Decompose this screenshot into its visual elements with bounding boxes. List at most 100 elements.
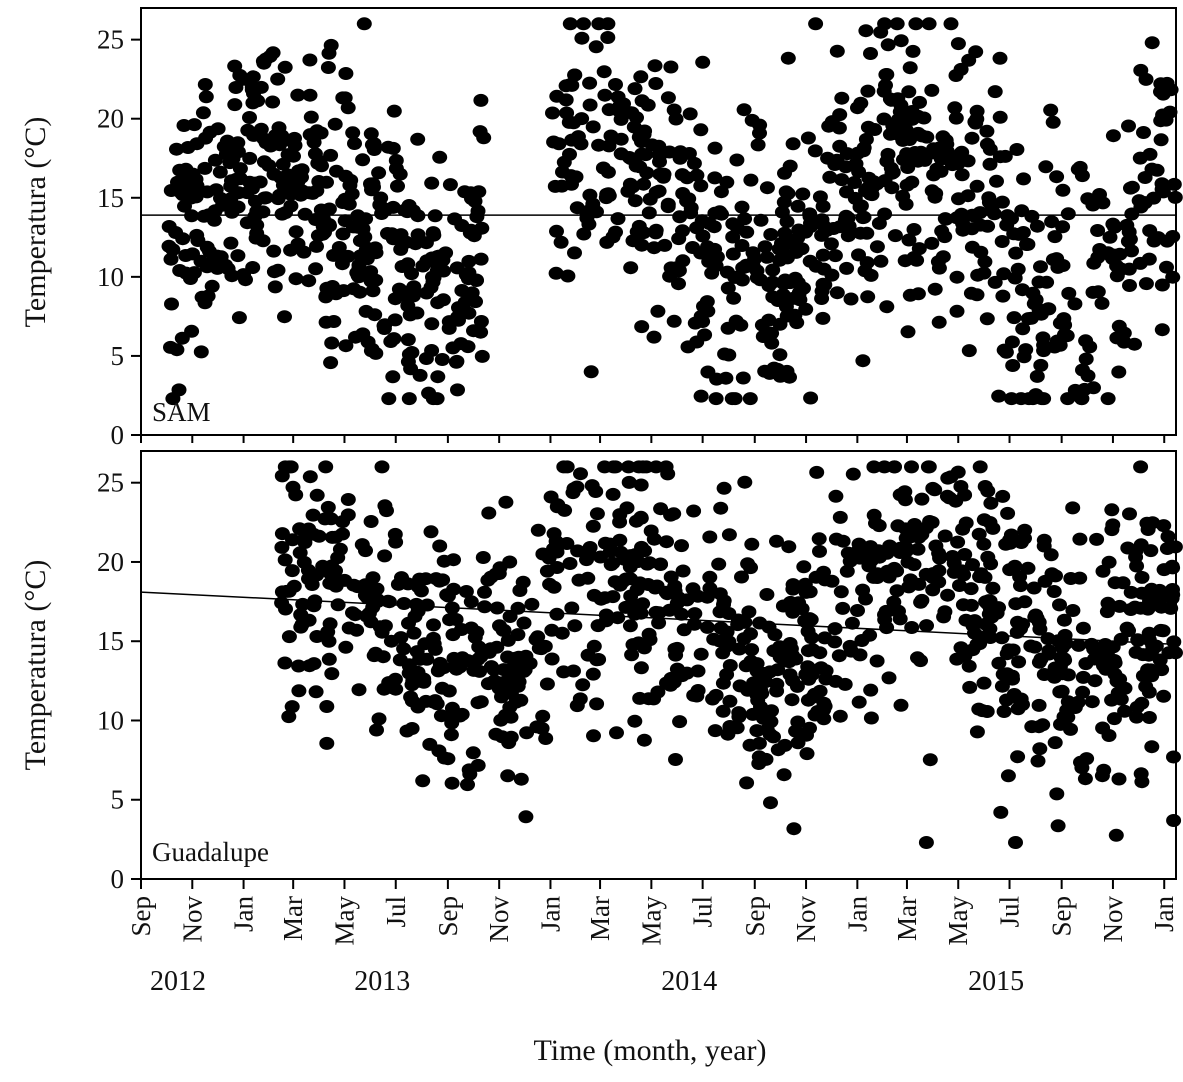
data-point <box>397 203 413 217</box>
data-point <box>230 200 246 214</box>
x-axis-year-label: 2013 <box>354 966 410 997</box>
data-point <box>785 137 801 151</box>
data-point <box>385 370 401 384</box>
data-point <box>556 155 572 169</box>
data-point <box>876 84 892 98</box>
data-point <box>924 236 940 250</box>
data-point <box>1140 602 1156 616</box>
data-point <box>358 243 374 257</box>
data-point <box>582 98 598 112</box>
data-point <box>585 120 601 134</box>
data-point <box>803 216 818 230</box>
data-point <box>855 211 871 225</box>
data-point <box>634 540 649 554</box>
data-point <box>686 617 702 631</box>
trend-line <box>140 591 1177 646</box>
data-point <box>860 84 876 98</box>
data-point <box>1021 392 1037 406</box>
data-point <box>914 492 930 506</box>
data-point <box>693 389 709 403</box>
data-point <box>683 206 699 220</box>
data-point <box>623 572 638 586</box>
data-point <box>633 510 649 524</box>
data-point <box>905 44 921 58</box>
data-point <box>599 235 615 249</box>
data-point <box>1120 234 1136 248</box>
data-point <box>319 700 335 713</box>
data-point <box>230 249 246 263</box>
data-point <box>212 165 228 179</box>
data-point <box>1104 503 1120 517</box>
data-point <box>432 150 448 164</box>
data-point <box>327 117 343 131</box>
data-point <box>524 597 540 611</box>
data-point <box>994 235 1010 248</box>
x-tick-label: Mar <box>892 896 922 941</box>
y-tick-label: 5 <box>111 785 125 815</box>
data-point <box>699 620 715 634</box>
data-point <box>826 222 841 235</box>
data-point <box>1036 539 1052 553</box>
y-axis-ticks-sam: 0 5 10 15 20 25 <box>97 25 141 450</box>
data-point <box>989 174 1004 188</box>
data-point <box>1039 275 1055 289</box>
data-point <box>952 579 967 592</box>
data-point <box>278 602 293 616</box>
data-point <box>1057 318 1073 332</box>
data-point <box>183 272 198 285</box>
data-point <box>1087 674 1103 688</box>
data-point <box>328 530 344 544</box>
data-point <box>324 336 340 350</box>
data-point <box>1074 761 1090 775</box>
data-point <box>600 31 616 44</box>
data-point <box>1013 692 1029 706</box>
data-point <box>461 763 477 777</box>
data-point <box>588 40 604 54</box>
data-point <box>474 221 490 235</box>
data-point <box>693 179 709 193</box>
data-point <box>1050 819 1066 833</box>
x-tick-label: Nov <box>177 896 207 943</box>
data-point <box>1067 701 1083 714</box>
data-point <box>200 289 216 303</box>
data-point <box>1166 750 1181 764</box>
data-point <box>991 389 1007 403</box>
data-point <box>1144 36 1160 50</box>
y-axis-title-sam: Temperatura (°C) <box>19 117 52 328</box>
data-point <box>1111 319 1127 333</box>
data-point <box>641 206 657 220</box>
y-axis-ticks-guadalupe: 0 5 10 15 20 25 <box>97 468 141 894</box>
data-point <box>717 347 733 361</box>
data-point <box>686 504 702 518</box>
data-point <box>744 537 760 551</box>
data-point <box>696 299 711 313</box>
data-point <box>859 226 875 240</box>
data-point <box>518 810 534 824</box>
data-point <box>958 516 974 530</box>
x-tick-label: Nov <box>1098 896 1128 943</box>
data-point <box>700 365 716 379</box>
data-point <box>1005 359 1021 372</box>
data-point <box>674 539 689 553</box>
data-point <box>653 502 669 516</box>
data-point <box>171 383 187 397</box>
x-tick-label: May <box>329 896 359 946</box>
data-point <box>483 642 499 656</box>
data-point <box>672 151 688 165</box>
data-point <box>993 805 1009 819</box>
data-point <box>589 653 605 667</box>
data-point <box>647 581 663 595</box>
data-point <box>864 545 880 559</box>
data-point <box>996 705 1012 718</box>
data-point <box>406 280 422 294</box>
data-point <box>1047 736 1063 750</box>
data-point <box>893 34 909 48</box>
data-point <box>899 178 915 192</box>
data-point <box>855 583 871 597</box>
data-point <box>442 178 458 192</box>
y-tick-label: 20 <box>97 547 124 577</box>
data-point <box>686 156 702 170</box>
data-point <box>992 51 1008 65</box>
data-point <box>262 49 278 63</box>
